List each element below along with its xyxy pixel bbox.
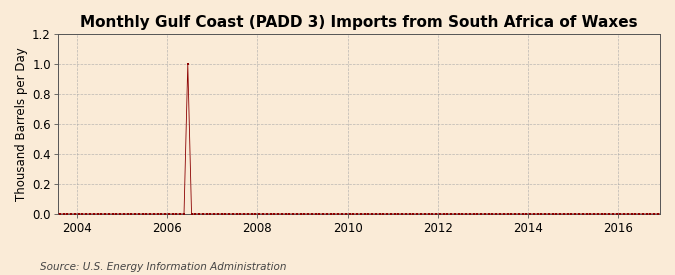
Text: Source: U.S. Energy Information Administration: Source: U.S. Energy Information Administ… <box>40 262 287 272</box>
Y-axis label: Thousand Barrels per Day: Thousand Barrels per Day <box>15 47 28 201</box>
Title: Monthly Gulf Coast (PADD 3) Imports from South Africa of Waxes: Monthly Gulf Coast (PADD 3) Imports from… <box>80 15 638 30</box>
